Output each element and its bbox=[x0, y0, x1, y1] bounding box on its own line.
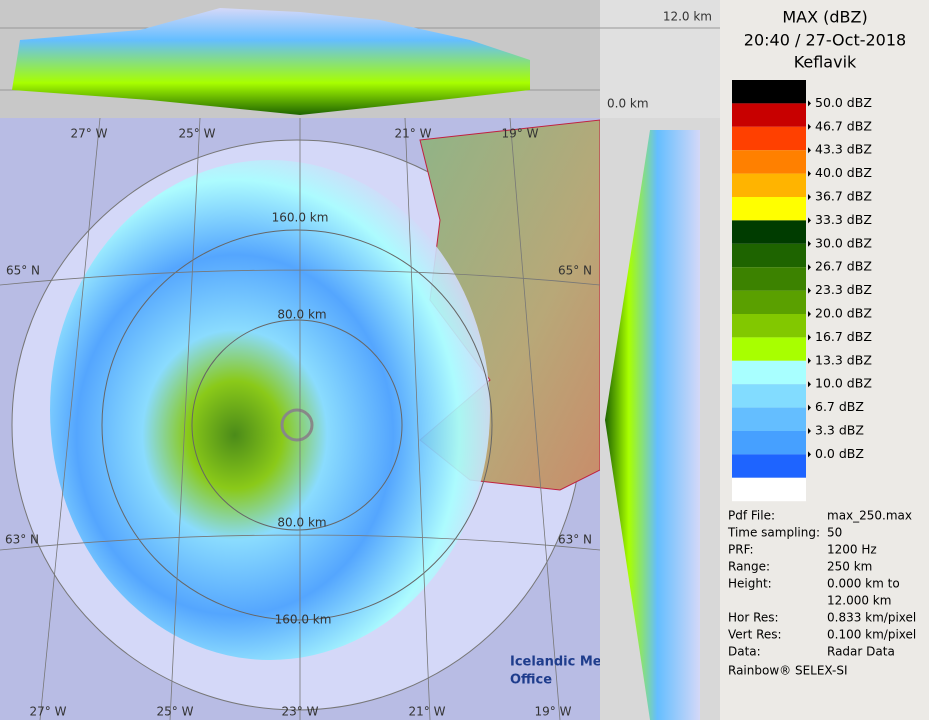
info-label: Height: bbox=[728, 577, 772, 591]
title: MAX (dBZ) bbox=[782, 8, 867, 27]
info-value: 0.833 km/pixel bbox=[827, 611, 916, 625]
legend-swatch bbox=[732, 337, 806, 361]
legend-label: 50.0 dBZ bbox=[815, 95, 872, 110]
lat-label: 63° N bbox=[558, 533, 592, 547]
height-label: 12.0 km bbox=[663, 10, 712, 24]
legend-tick bbox=[808, 264, 811, 271]
lon-label: 19° W bbox=[535, 705, 572, 719]
legend-label: 6.7 dBZ bbox=[815, 399, 864, 414]
legend-swatch bbox=[732, 360, 806, 385]
legend-tick bbox=[808, 404, 811, 411]
lon-label: 23° W bbox=[282, 705, 319, 719]
lon-label: 19° W bbox=[502, 127, 539, 141]
range-label: 80.0 km bbox=[277, 308, 326, 322]
info-label: Pdf File: bbox=[728, 509, 775, 523]
legend-tick bbox=[808, 334, 811, 341]
info-value: 0.100 km/pixel bbox=[827, 628, 916, 642]
legend-label: 23.3 dBZ bbox=[815, 282, 872, 297]
legend-swatch bbox=[732, 290, 806, 314]
lat-label: 65° N bbox=[558, 264, 592, 278]
legend-tick bbox=[808, 428, 811, 434]
info-label: Hor Res: bbox=[728, 611, 779, 625]
info-value: Radar Data bbox=[827, 645, 895, 659]
legend-swatch bbox=[732, 267, 806, 291]
lon-label: 21° W bbox=[409, 705, 446, 719]
station: Keflavik bbox=[794, 53, 857, 72]
legend-tick bbox=[808, 170, 811, 177]
lon-label: 27° W bbox=[71, 127, 108, 141]
legend-tick bbox=[808, 287, 811, 294]
legend-label: 3.3 dBZ bbox=[815, 423, 864, 438]
datetime: 20:40 / 27-Oct-2018 bbox=[744, 31, 906, 50]
legend-swatch bbox=[732, 173, 806, 197]
legend-swatch bbox=[732, 454, 806, 478]
legend-swatch bbox=[732, 407, 806, 431]
legend-label: 13.3 dBZ bbox=[815, 352, 872, 367]
legend-tick bbox=[808, 357, 811, 364]
top-cross-section bbox=[0, 0, 720, 118]
legend-swatch bbox=[732, 126, 806, 151]
legend-tick bbox=[808, 123, 811, 130]
legend-tick bbox=[808, 451, 811, 458]
legend-label: 0.0 dBZ bbox=[815, 446, 864, 461]
footer: Rainbow® SELEX-SI bbox=[728, 664, 848, 678]
legend-swatch bbox=[732, 150, 806, 174]
legend-label: 20.0 dBZ bbox=[815, 306, 872, 321]
legend-swatch bbox=[732, 103, 806, 127]
legend-tick bbox=[808, 194, 811, 200]
lon-label: 21° W bbox=[395, 127, 432, 141]
lat-label: 63° N bbox=[5, 533, 39, 547]
legend-label: 10.0 dBZ bbox=[815, 376, 872, 391]
range-label: 80.0 km bbox=[277, 516, 326, 530]
legend-tick bbox=[808, 147, 811, 154]
info-label: Data: bbox=[728, 645, 761, 659]
legend-swatch bbox=[732, 477, 806, 502]
logo-line-1: Icelandic Met bbox=[510, 655, 608, 670]
lon-label: 25° W bbox=[179, 127, 216, 141]
legend-swatch bbox=[732, 80, 806, 104]
legend-label: 30.0 dBZ bbox=[815, 235, 872, 250]
legend-swatch bbox=[732, 197, 806, 221]
legend-swatch bbox=[732, 243, 806, 268]
legend-tick bbox=[808, 100, 811, 107]
side-cross-section bbox=[600, 118, 720, 720]
legend-tick bbox=[808, 311, 811, 317]
info-value: 250 km bbox=[827, 560, 872, 574]
info-label: Range: bbox=[728, 560, 770, 574]
legend-label: 43.3 dBZ bbox=[815, 142, 872, 157]
legend-swatch bbox=[732, 431, 806, 455]
legend-label: 40.0 dBZ bbox=[815, 165, 872, 180]
legend-label: 33.3 dBZ bbox=[815, 212, 872, 227]
info-value: 1200 Hz bbox=[827, 543, 877, 557]
legend-tick bbox=[808, 381, 811, 388]
info-value: 50 bbox=[827, 526, 842, 540]
lon-label: 25° W bbox=[157, 705, 194, 719]
info-label: Vert Res: bbox=[728, 628, 782, 642]
info-label: Time sampling: bbox=[727, 526, 820, 540]
legend-swatch bbox=[732, 220, 806, 244]
range-label: 160.0 km bbox=[272, 211, 329, 225]
map: Icelandic Met Office bbox=[0, 117, 608, 720]
info-value: 12.000 km bbox=[827, 594, 891, 608]
legend-swatch bbox=[732, 384, 806, 408]
lat-label: 65° N bbox=[6, 264, 40, 278]
legend-swatch bbox=[732, 314, 806, 338]
legend-label: 26.7 dBZ bbox=[815, 259, 872, 274]
range-label: 160.0 km bbox=[275, 613, 332, 627]
legend-label: 36.7 dBZ bbox=[815, 189, 872, 204]
lon-label: 27° W bbox=[30, 705, 67, 719]
legend-label: 46.7 dBZ bbox=[815, 118, 872, 133]
legend-tick bbox=[808, 240, 811, 247]
info-label: PRF: bbox=[728, 543, 754, 557]
info-value: 0.000 km to bbox=[827, 577, 900, 591]
info-value: max_250.max bbox=[827, 509, 912, 523]
legend-label: 16.7 dBZ bbox=[815, 329, 872, 344]
logo-line-2: Office bbox=[510, 673, 552, 688]
legend-tick bbox=[808, 217, 811, 224]
height-label: 0.0 km bbox=[607, 97, 649, 111]
